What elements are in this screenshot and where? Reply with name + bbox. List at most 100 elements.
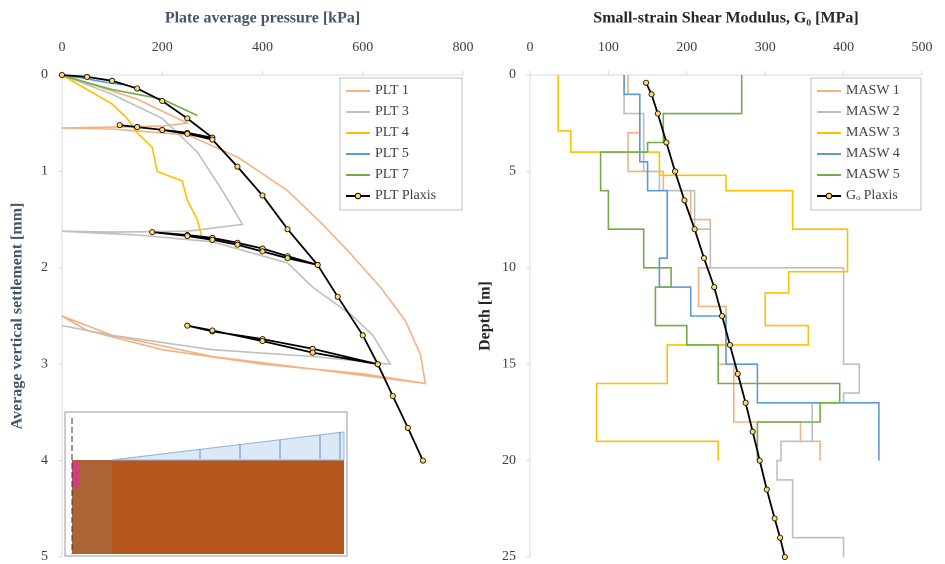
plate [72,462,79,488]
legend-label: MASW 2 [846,104,900,119]
figure: Plate average pressure [kPa]020040060080… [0,0,945,564]
legend-marker [826,193,832,199]
y-tick-label: 5 [41,549,48,564]
series-marker [643,80,648,85]
series-marker [692,227,697,232]
soil-mesh [72,460,344,554]
x-tick-label: 500 [912,40,933,55]
legend: PLT 1 PLT 3 PLT 4 PLT 5 PLT 7 PLT Plaxis [340,78,462,210]
series-marker [682,198,687,203]
series-marker [84,74,89,79]
chart-title: Plate average pressure [kPa] [165,10,360,27]
series-marker [757,458,762,463]
x-tick-label: 200 [676,40,697,55]
x-tick-label: 400 [833,40,854,55]
series-marker [210,237,215,242]
series-marker [235,164,240,169]
chart-title: Small-strain Shear Modulus, G₀ [MPa] [593,10,858,27]
series-marker [750,429,755,434]
legend-label: PLT Plaxis [375,188,436,203]
y-tick-label: 15 [502,356,516,371]
series-line [646,83,785,557]
series-marker [743,400,748,405]
series-marker [375,362,380,367]
legend-label: MASW 4 [846,146,900,161]
series-marker [285,227,290,232]
legend-label: MASW 3 [846,125,900,140]
legend-label: PLT 1 [375,83,409,98]
series-marker [235,242,240,247]
series-marker [160,127,165,132]
series-marker [260,193,265,198]
series-marker [315,262,320,267]
legend-label: PLT 4 [375,125,409,140]
series-marker [185,131,190,136]
series-marker [185,116,190,121]
y-tick-label: 4 [41,453,48,468]
x-tick-label: 0 [527,40,534,55]
y-axis-label: Depth [m] [477,281,494,351]
y-tick-label: 2 [41,260,48,275]
legend-label: MASW 1 [846,83,900,98]
series-marker [764,487,769,492]
series-marker [160,98,165,103]
legend-label: PLT 3 [375,104,409,119]
y-axis-label: Average vertical settlement [mm] [9,203,26,430]
series-marker [735,371,740,376]
x-tick-label: 300 [755,40,776,55]
series-marker [285,256,290,261]
y-tick-label: 1 [41,164,48,179]
series-marker [777,535,782,540]
series-marker [150,230,155,235]
series-marker [185,323,190,328]
y-tick-label: 0 [509,67,516,82]
series-marker [135,124,140,129]
series-marker [664,140,669,145]
x-tick-label: 200 [152,40,173,55]
series-marker [185,233,190,238]
y-tick-label: 20 [502,453,516,468]
x-tick-label: 0 [59,40,66,55]
series-marker [782,554,787,559]
series-marker [59,72,64,77]
series-marker [360,333,365,338]
series-marker [672,169,677,174]
legend-marker [355,193,361,199]
y-tick-label: 10 [502,260,516,275]
series-marker [210,328,215,333]
series-line [62,75,202,239]
series-marker [110,78,115,83]
page: Plate average pressure [kPa]020040060080… [0,0,945,564]
x-tick-label: 800 [453,40,474,55]
chart-panel: Small-strain Shear Modulus, G₀ [MPa] 0 10 0… [477,10,933,564]
y-tick-label: 0 [41,67,48,82]
series-marker [405,425,410,430]
legend-label: Gₒ Plaxis [846,188,898,203]
series-marker [335,294,340,299]
series-marker [260,249,265,254]
series-marker [135,86,140,91]
series-marker [310,350,315,355]
series-marker [260,338,265,343]
series-marker [772,516,777,521]
x-tick-label: 600 [352,40,373,55]
series-marker [655,111,660,116]
series-marker [390,393,395,398]
series-marker [719,313,724,318]
series-line [62,75,197,116]
y-tick-label: 25 [502,549,516,564]
legend-label: PLT 5 [375,146,409,161]
series-marker [420,458,425,463]
x-tick-label: 400 [252,40,273,55]
series-marker [210,137,215,142]
y-tick-label: 5 [509,164,516,179]
legend-label: PLT 7 [375,167,409,182]
legend-label: MASW 5 [846,167,900,182]
series-marker [727,342,732,347]
plaxis-mesh-inset [65,412,347,556]
series-marker [117,123,122,128]
series-marker [712,284,717,289]
series-marker [701,256,706,261]
series-marker [649,92,654,97]
y-tick-label: 3 [41,356,48,371]
